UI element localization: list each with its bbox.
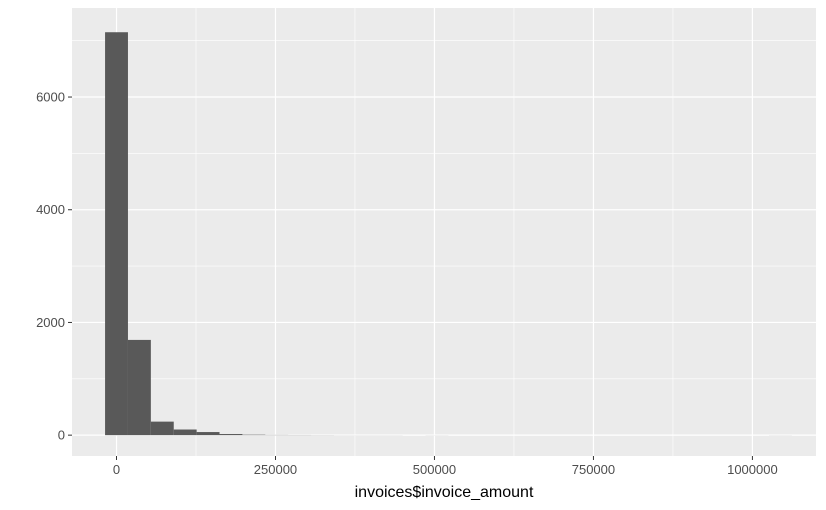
x-tick-label: 500000 (413, 462, 456, 477)
x-tick-label: 250000 (254, 462, 297, 477)
histogram-bar (105, 32, 128, 436)
histogram-bar (127, 339, 151, 436)
x-axis-title: invoices$invoice_amount (355, 484, 534, 501)
plot-panel (72, 8, 816, 456)
histogram-bar (196, 432, 220, 436)
histogram-bar (219, 434, 243, 436)
x-tick-label: 750000 (572, 462, 615, 477)
x-axis-ticks: 0 250000 500000 750000 1000000 (113, 456, 778, 477)
y-axis-ticks: 0 2000 4000 6000 (36, 90, 72, 443)
histogram-bar (150, 421, 174, 436)
histogram-bar (173, 429, 197, 436)
x-tick-label: 1000000 (727, 462, 778, 477)
y-tick-label: 4000 (36, 202, 65, 217)
histogram-bars (105, 32, 792, 436)
y-tick-label: 0 (58, 428, 65, 443)
minor-gridlines (72, 8, 816, 456)
y-tick-label: 2000 (36, 315, 65, 330)
y-tick-label: 6000 (36, 90, 65, 105)
x-tick-label: 0 (113, 462, 120, 477)
